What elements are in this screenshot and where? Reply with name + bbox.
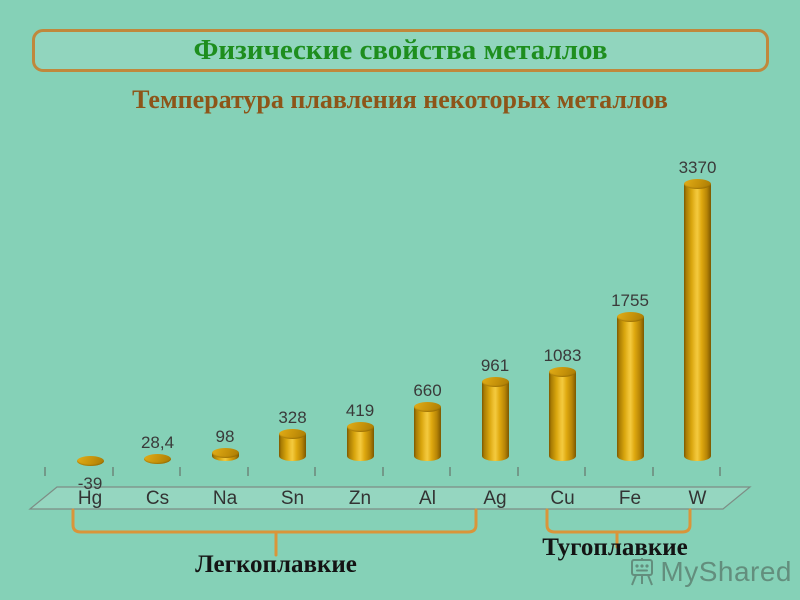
axis-tick [246, 467, 249, 476]
bar-cylinder-Zn [346, 421, 374, 466]
myshared-watermark[interactable]: MyShared [629, 556, 792, 588]
category-label-Fe: Fe [618, 488, 642, 509]
bar-value-label: 961 [480, 356, 510, 375]
bar-top-ellipse [481, 377, 509, 387]
bar-body [549, 371, 576, 461]
category-label-W: W [688, 488, 707, 509]
page-title: Физические свойства металлов [193, 34, 608, 66]
bar-body [346, 426, 374, 461]
bar-value-label: 28,4 [140, 432, 175, 452]
bar-top-ellipse [684, 179, 711, 189]
bar-value-label: 1083 [543, 345, 582, 365]
bar-value-label: 328 [278, 408, 307, 428]
category-label-Sn: Sn [280, 488, 305, 509]
presentation-board-icon [631, 558, 654, 586]
bar-cylinder-Cs [144, 453, 171, 466]
bar-body [684, 184, 711, 461]
category-label-Al: Al [419, 488, 436, 509]
title-box: Физические свойства металлов [32, 29, 769, 72]
category-label-Cu: Cu [550, 488, 575, 509]
axis-tick [314, 467, 316, 476]
bar-cylinder-Sn [279, 429, 306, 466]
bar-value-label: 98 [215, 426, 235, 446]
axis-tick [381, 467, 384, 476]
myshared-logo-text: MyShared [660, 556, 792, 587]
bar-top-ellipse [414, 401, 441, 412]
bar-cylinder-Fe [616, 311, 644, 466]
axis-tick [719, 467, 721, 476]
bar-cylinder-Ag [481, 377, 509, 466]
bar-value-label: 3370 [678, 158, 717, 177]
category-label-Zn: Zn [348, 488, 372, 509]
axis-tick [516, 467, 519, 476]
axis-tick [179, 467, 181, 476]
bar-cylinder-W [684, 179, 711, 466]
chart-title: Температура плавления некоторых металлов [132, 85, 668, 114]
bar-cylinder-Hg [76, 456, 104, 466]
category-label-Hg: Hg [77, 488, 103, 509]
bar-top-ellipse [211, 447, 239, 458]
category-label-Ag: Ag [483, 488, 507, 509]
group-label-legkoplavkie: Легкоплавкие [195, 551, 357, 578]
axis-tick [111, 467, 114, 476]
x-axis-band [28, 486, 752, 510]
bar-body [481, 382, 509, 461]
bar-value-label: -39 [77, 474, 103, 493]
group-label-tugoplavkie: Тугоплавкие [542, 534, 688, 561]
bar-top-ellipse [616, 311, 644, 322]
bracket-tugoplavkie [545, 508, 692, 534]
bar-top-ellipse [346, 421, 374, 432]
bar-top-ellipse [279, 429, 306, 440]
bar-value-label: 660 [413, 380, 442, 400]
bracket-legkoplavkie [71, 508, 478, 534]
bar-body [616, 316, 644, 461]
axis-tick [651, 467, 654, 476]
axis-tick [584, 467, 586, 476]
bar-cylinder-Al [414, 401, 441, 466]
category-label-Cs: Cs [145, 488, 170, 509]
category-label-Na: Na [212, 488, 238, 509]
bar-value-label: 419 [345, 400, 375, 420]
bar-top-ellipse [144, 453, 171, 464]
bar-top-ellipse [76, 456, 104, 466]
group-brackets [71, 508, 692, 557]
bar-cylinder-Cu [549, 366, 576, 466]
axis-tick [449, 467, 451, 476]
bar-body [414, 406, 441, 461]
bar-cylinder-Na [211, 447, 239, 466]
bar-top-ellipse [549, 366, 576, 377]
bar-value-label: 1755 [611, 290, 649, 310]
axis-tick [44, 467, 46, 476]
